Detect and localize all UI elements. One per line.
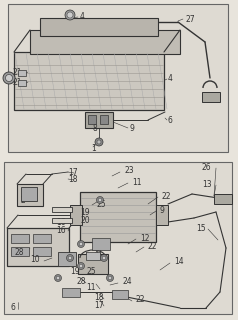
Text: 27: 27	[185, 14, 195, 23]
Text: 21: 21	[12, 68, 21, 76]
Text: 1: 1	[91, 143, 96, 153]
Circle shape	[78, 241, 84, 247]
Circle shape	[79, 264, 83, 268]
Bar	[78, 254, 108, 274]
Text: 20: 20	[92, 250, 102, 259]
Text: 28: 28	[14, 247, 24, 257]
Text: 6: 6	[168, 116, 173, 124]
Circle shape	[98, 198, 102, 202]
Text: 16: 16	[56, 218, 66, 227]
Circle shape	[95, 138, 103, 146]
Text: 15: 15	[196, 223, 206, 233]
Circle shape	[66, 254, 74, 261]
Circle shape	[108, 276, 112, 280]
Text: 9: 9	[130, 124, 135, 132]
Bar	[14, 52, 164, 110]
Bar	[7, 228, 69, 266]
Bar	[86, 252, 100, 260]
Circle shape	[55, 275, 61, 282]
Text: 22: 22	[148, 242, 158, 251]
Text: 11: 11	[86, 284, 95, 292]
Bar	[21, 187, 37, 201]
Circle shape	[68, 256, 72, 260]
Text: 16: 16	[56, 226, 66, 235]
Text: 25: 25	[86, 268, 96, 276]
Circle shape	[3, 72, 15, 84]
Bar	[33, 234, 51, 243]
Text: 19: 19	[70, 268, 80, 276]
Bar	[11, 247, 29, 256]
Text: 23: 23	[124, 165, 134, 174]
Bar	[18, 70, 26, 76]
Bar	[70, 205, 82, 225]
Bar	[85, 112, 113, 128]
Bar	[92, 238, 110, 250]
Bar	[156, 205, 168, 225]
Bar	[52, 207, 72, 212]
Text: 21: 21	[12, 77, 21, 86]
Bar	[11, 234, 29, 243]
Text: 10: 10	[30, 255, 40, 265]
Bar	[58, 252, 76, 266]
Circle shape	[96, 196, 104, 204]
Bar	[30, 30, 180, 54]
Text: 13: 13	[202, 180, 212, 188]
Text: 17: 17	[94, 300, 104, 309]
Bar	[40, 18, 158, 36]
Text: 28: 28	[76, 277, 85, 286]
Text: 9: 9	[160, 205, 165, 214]
Bar	[100, 115, 108, 124]
Circle shape	[100, 254, 108, 261]
Bar	[17, 184, 43, 206]
Text: 2: 2	[20, 196, 25, 204]
Bar	[88, 115, 96, 124]
Text: 20: 20	[80, 215, 90, 225]
Circle shape	[5, 75, 13, 82]
Text: 6: 6	[10, 303, 15, 313]
Circle shape	[56, 276, 60, 280]
Bar	[112, 290, 128, 299]
Circle shape	[65, 10, 75, 20]
Text: 11: 11	[132, 178, 142, 187]
Circle shape	[67, 12, 73, 18]
Circle shape	[97, 140, 101, 144]
Bar	[18, 80, 26, 86]
Circle shape	[106, 275, 114, 282]
Bar	[214, 194, 232, 204]
Text: 8: 8	[92, 124, 97, 132]
Circle shape	[102, 256, 106, 260]
Text: 22: 22	[162, 191, 172, 201]
Bar	[33, 247, 51, 256]
Bar	[202, 92, 220, 102]
Circle shape	[78, 262, 84, 269]
Text: 12: 12	[140, 234, 149, 243]
Text: 4: 4	[80, 12, 85, 20]
Bar	[62, 288, 80, 297]
Bar	[52, 218, 72, 223]
Circle shape	[79, 242, 83, 246]
Text: 4: 4	[168, 74, 173, 83]
Text: 19: 19	[80, 207, 90, 217]
Text: 22: 22	[136, 295, 145, 305]
Bar	[80, 192, 156, 242]
Text: 26: 26	[202, 163, 212, 172]
Text: 18: 18	[94, 293, 104, 302]
Bar	[4, 162, 232, 314]
Text: 17: 17	[68, 167, 78, 177]
Text: 24: 24	[122, 277, 132, 286]
Text: 14: 14	[174, 258, 184, 267]
Bar	[8, 4, 228, 152]
Text: 25: 25	[96, 199, 106, 209]
Text: 18: 18	[68, 174, 78, 183]
